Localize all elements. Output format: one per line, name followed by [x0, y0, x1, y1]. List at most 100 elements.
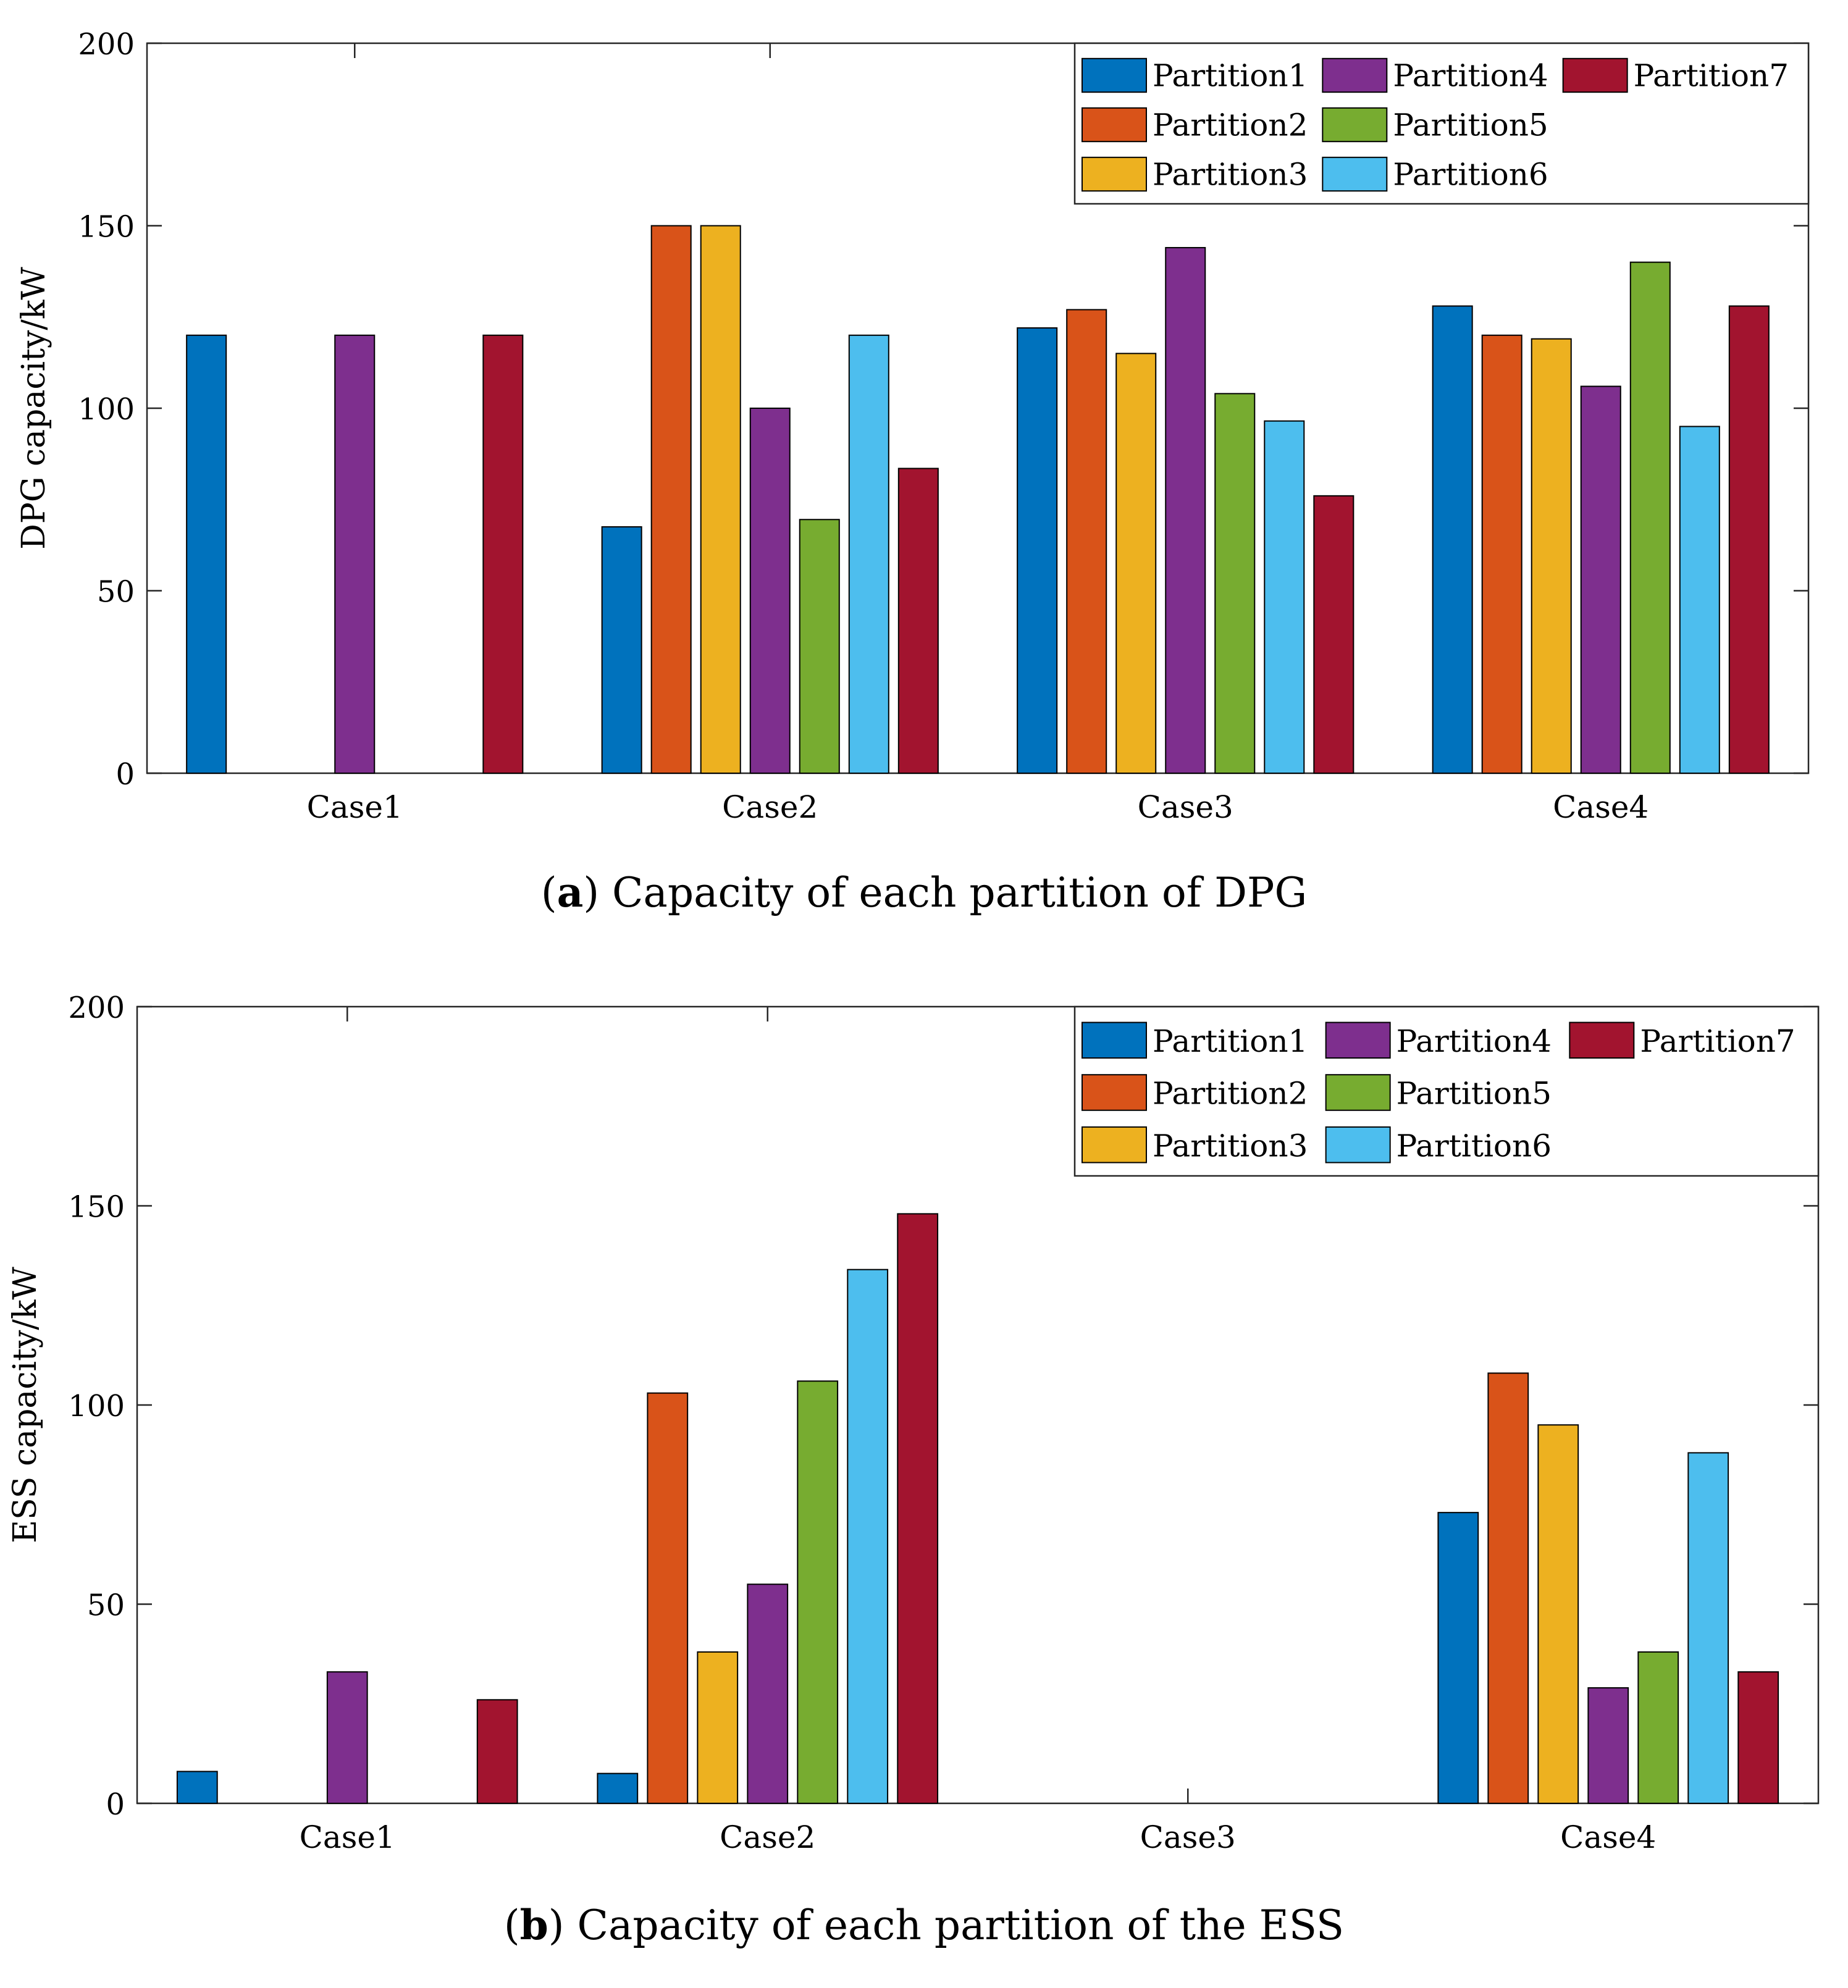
legend-label-partition3: Partition3: [1153, 157, 1308, 193]
caption-label: b: [520, 1901, 548, 1949]
y-tick-label: 50: [97, 575, 135, 610]
bar-partition3-case2: [697, 1651, 739, 1804]
legend-swatch-partition2: [1082, 1074, 1147, 1111]
y-tick-label: 100: [68, 1389, 125, 1424]
bar-partition1-case1: [176, 1771, 218, 1804]
y-axis-label: ESS capacity/kW: [7, 1267, 44, 1543]
y-tick-label: 200: [68, 991, 125, 1025]
y-tick-label: 200: [78, 27, 135, 62]
bar-partition5-case3: [1214, 393, 1256, 774]
legend-label-partition2: Partition2: [1153, 1076, 1308, 1112]
figure-caption: (b) Capacity of each partition of the ES…: [504, 1901, 1344, 1949]
y-tick-label: 0: [116, 757, 135, 792]
x-tick-label: Case1: [307, 789, 403, 825]
bar-partition7-case4: [1737, 1671, 1779, 1804]
bar-partition2-case2: [650, 225, 692, 774]
bar-partition3-case2: [700, 225, 741, 774]
bar-partition4-case2: [747, 1583, 789, 1804]
bar-partition1-case2: [597, 1772, 639, 1804]
bar-partition1-case1: [186, 334, 227, 774]
bar-partition1-case4: [1437, 1512, 1479, 1804]
bar-partition4-case4: [1587, 1687, 1629, 1804]
bar-partition3-case4: [1537, 1424, 1579, 1804]
chart-b: 0 50 100 150 200 ESS capacity/kW Case1 Case2 Cas…: [7, 991, 1820, 1949]
bar-partition1-case4: [1432, 305, 1473, 774]
legend-swatch-partition5: [1322, 107, 1388, 143]
bar-partition7-case2: [897, 468, 939, 774]
y-tick-label: 0: [106, 1787, 125, 1822]
legend-swatch-partition3: [1082, 1126, 1147, 1164]
x-tick-label: Case4: [1553, 789, 1648, 825]
legend-label-partition4: Partition4: [1396, 1023, 1552, 1059]
bar-partition2-case4: [1487, 1372, 1529, 1804]
y-tick-label: 150: [78, 210, 135, 245]
y-tick-label: 50: [87, 1588, 125, 1623]
figure-caption: (a) Capacity of each partition of DPG: [541, 868, 1307, 916]
legend-label-partition5: Partition5: [1393, 107, 1548, 143]
caption-text: ) Capacity of each partition of DPG: [583, 869, 1307, 916]
bar-partition4-case3: [1165, 246, 1206, 774]
x-tick-label: Case1: [300, 1819, 395, 1855]
y-tick-label: 150: [68, 1190, 125, 1225]
x-tick-label: Case2: [722, 789, 818, 825]
legend-box: [1073, 42, 1810, 205]
bar-partition3-case4: [1531, 338, 1572, 774]
bar-partition7-case3: [1313, 495, 1354, 774]
legend-swatch-partition6: [1322, 156, 1388, 192]
legend-label-partition7: Partition7: [1634, 58, 1789, 94]
x-tick-label: Case3: [1138, 789, 1233, 825]
legend-box: [1073, 1005, 1820, 1177]
bar-partition6-case2: [848, 334, 889, 774]
legend-swatch-partition1: [1082, 1021, 1147, 1059]
bar-partition4-case1: [326, 1671, 368, 1804]
bar-partition4-case2: [749, 408, 791, 774]
x-tick-label: Case3: [1140, 1819, 1236, 1855]
legend-label-partition1: Partition1: [1153, 58, 1308, 94]
caption-label: a: [557, 868, 584, 916]
bar-partition6-case2: [847, 1269, 889, 1804]
legend-swatch-partition5: [1325, 1074, 1391, 1111]
legend-swatch-partition1: [1082, 57, 1147, 93]
chart-a: 0 50 100 150 200 DPG capacity/kW Case1 Case2 Cas…: [15, 27, 1810, 916]
y-tick-label: 100: [78, 392, 135, 427]
legend-swatch-partition7: [1562, 57, 1628, 93]
legend-label-partition5: Partition5: [1396, 1076, 1552, 1112]
legend-label-partition2: Partition2: [1153, 107, 1308, 143]
bar-partition5-case2: [797, 1380, 839, 1805]
x-tick-label: Case2: [720, 1819, 815, 1855]
caption-text: ) Capacity of each partition of the ESS: [548, 1902, 1344, 1949]
x-tick-label: Case4: [1560, 1819, 1656, 1855]
bar-partition5-case2: [799, 519, 840, 774]
legend-label-partition4: Partition4: [1393, 58, 1548, 94]
bar-partition2-case4: [1481, 334, 1522, 774]
bar-partition7-case1: [476, 1699, 518, 1805]
bar-partition7-case2: [897, 1213, 939, 1804]
legend-swatch-partition7: [1569, 1021, 1635, 1059]
bar-partition7-case4: [1728, 305, 1770, 774]
bar-partition1-case2: [601, 526, 642, 774]
legend-label-partition6: Partition6: [1396, 1128, 1552, 1164]
bar-partition6-case4: [1687, 1452, 1729, 1804]
legend-swatch-partition4: [1322, 57, 1388, 93]
legend-swatch-partition6: [1325, 1126, 1391, 1164]
legend-label-partition3: Partition3: [1153, 1128, 1308, 1164]
bar-partition6-case3: [1264, 420, 1305, 774]
bar-partition4-case1: [334, 334, 376, 774]
bar-partition2-case2: [647, 1392, 689, 1804]
legend-label-partition6: Partition6: [1393, 157, 1548, 193]
bar-partition6-case4: [1679, 426, 1720, 774]
bar-partition5-case4: [1629, 261, 1671, 774]
legend-label-partition7: Partition7: [1640, 1023, 1795, 1059]
bar-partition3-case3: [1115, 353, 1157, 774]
legend-label-partition1: Partition1: [1153, 1023, 1308, 1059]
legend-swatch-partition2: [1082, 107, 1147, 143]
bar-partition2-case3: [1066, 309, 1107, 774]
y-axis-label: DPG capacity/kW: [15, 267, 52, 550]
legend-swatch-partition4: [1325, 1021, 1391, 1059]
bar-partition7-case1: [482, 334, 524, 774]
bar-partition1-case3: [1017, 327, 1058, 774]
bar-partition4-case4: [1580, 385, 1621, 774]
bar-partition5-case4: [1637, 1651, 1679, 1804]
legend-swatch-partition3: [1082, 156, 1147, 192]
